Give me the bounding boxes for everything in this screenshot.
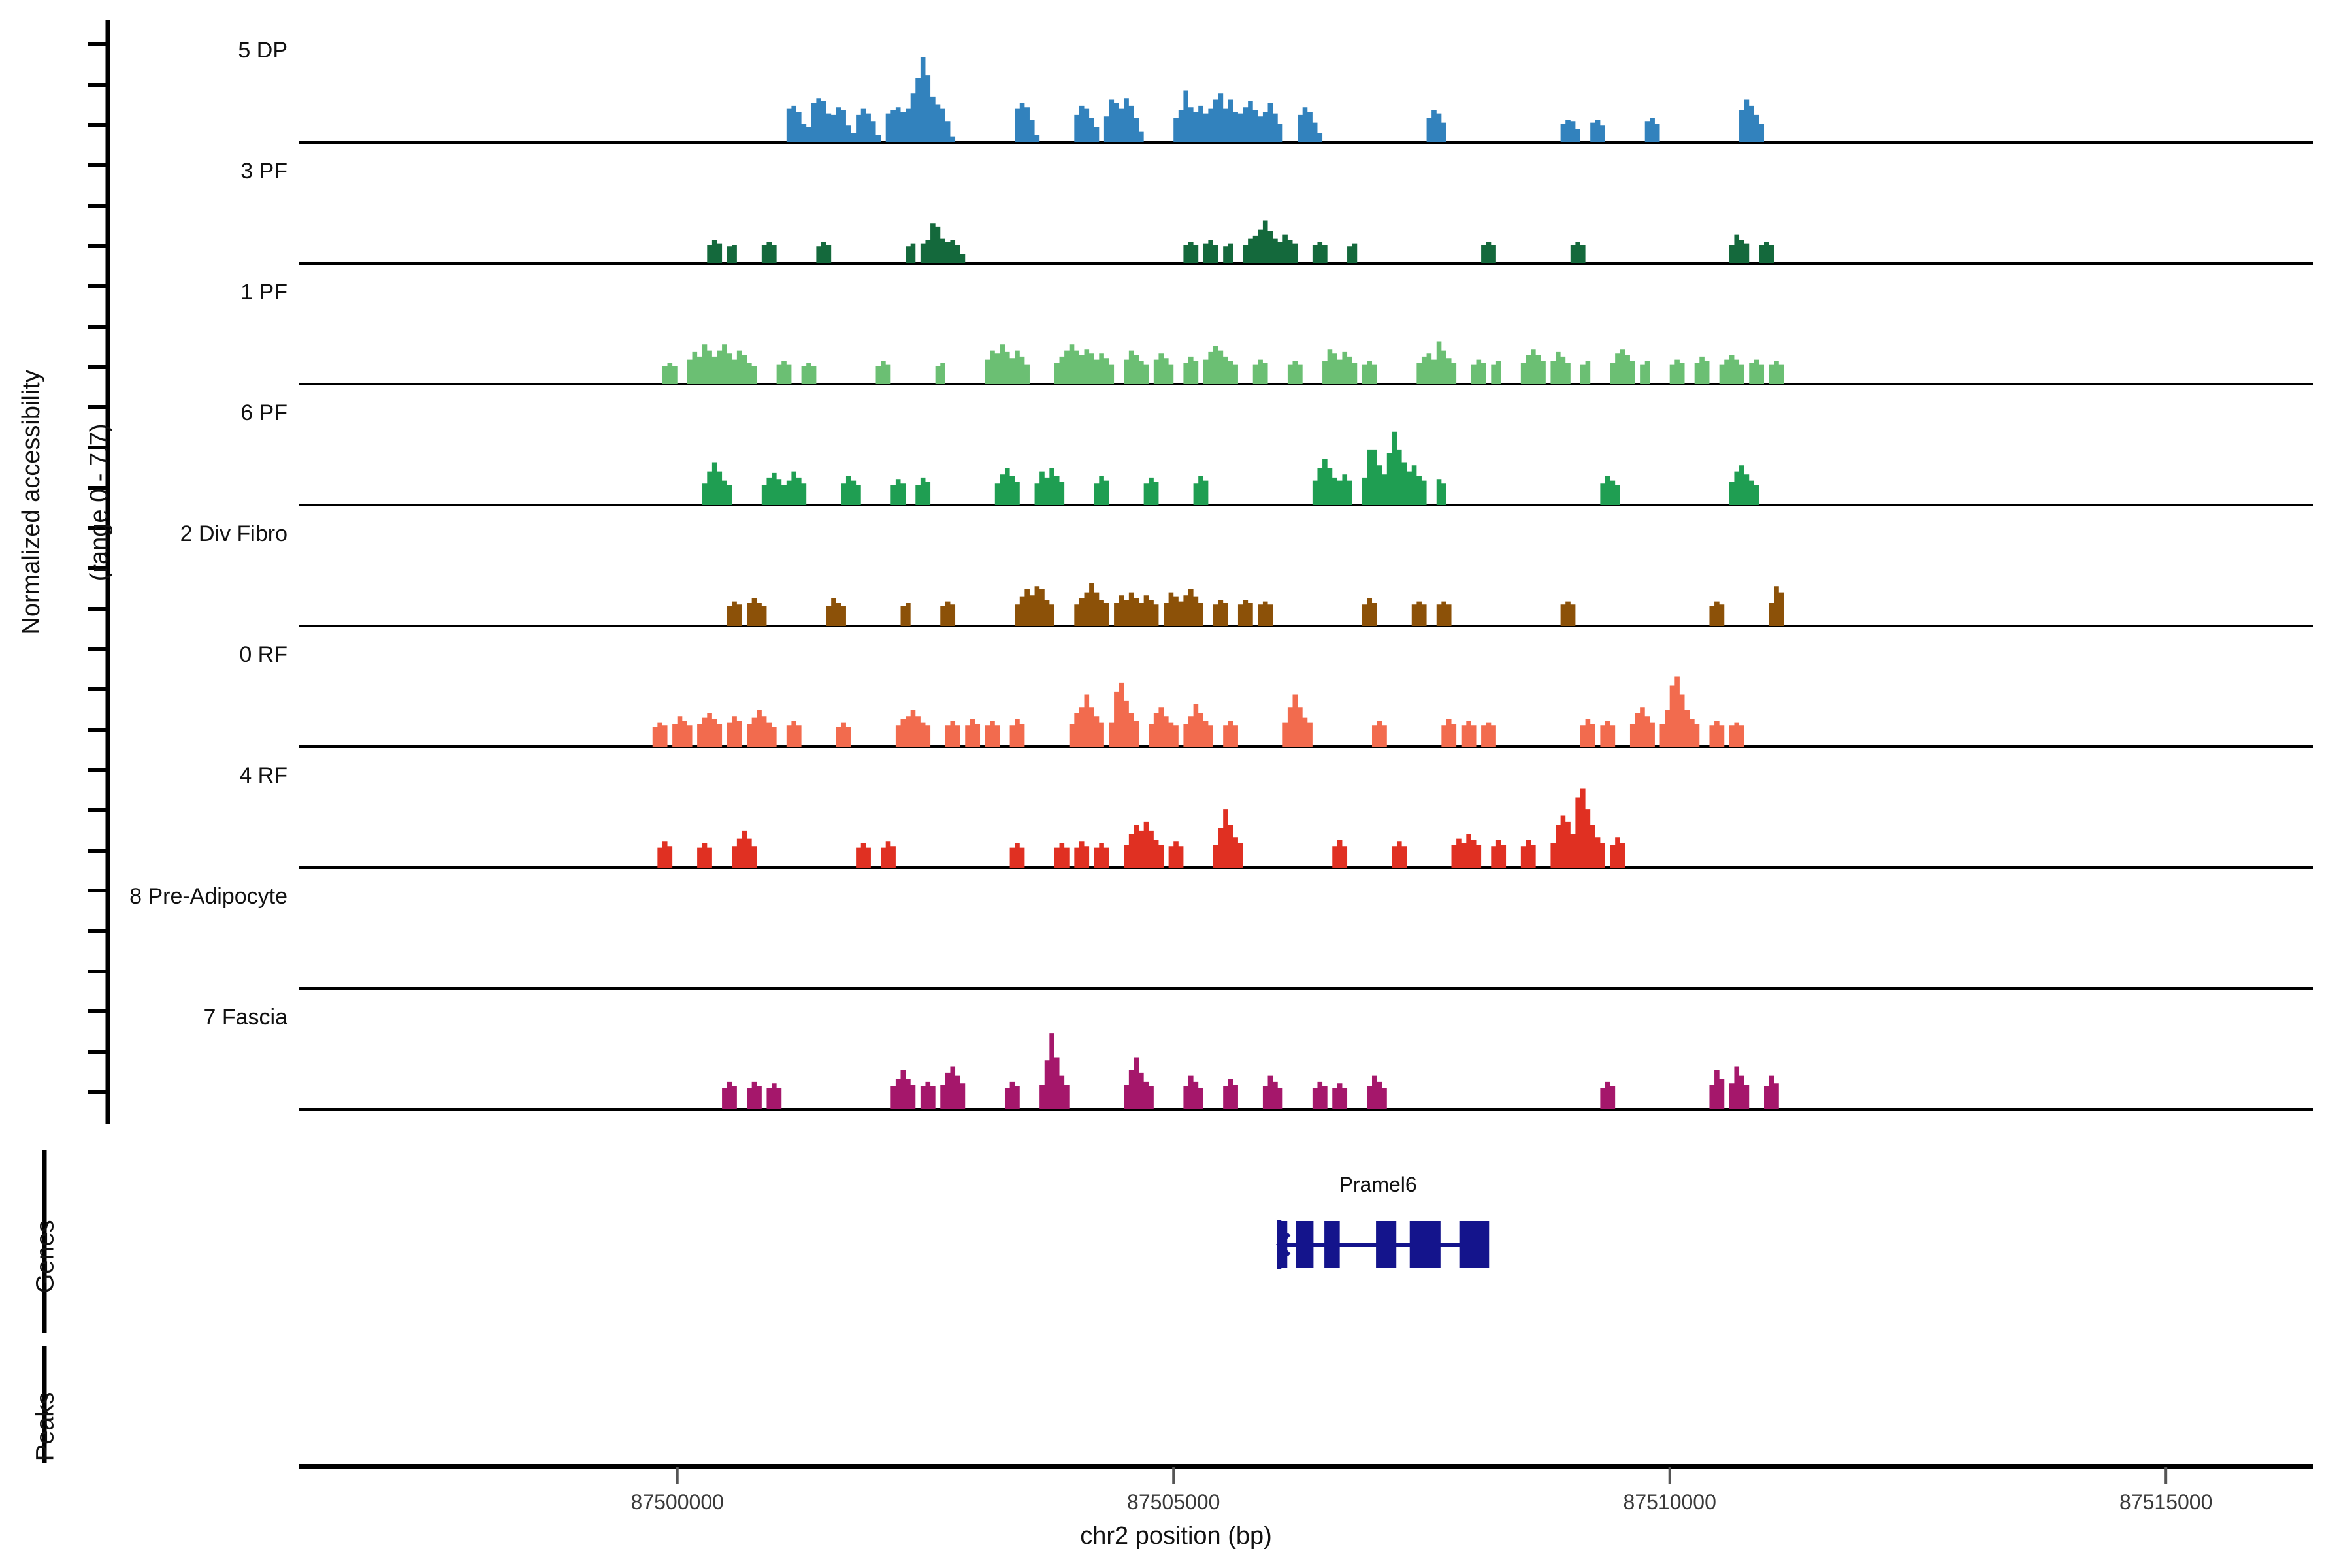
coverage-track xyxy=(299,788,2313,869)
gene-track xyxy=(1275,1220,1490,1269)
coverage-track xyxy=(299,341,2313,385)
track-label: 3 PF xyxy=(240,159,287,184)
track-label: 5 DP xyxy=(238,38,287,63)
coverage-area xyxy=(786,57,1765,142)
track-label: 4 RF xyxy=(239,763,287,788)
genes-section-label: Genes xyxy=(4,1205,88,1336)
track-label: 2 Div Fibro xyxy=(180,521,287,546)
gene-exon[interactable] xyxy=(1324,1221,1340,1268)
coverage-track xyxy=(299,220,2313,265)
gene-exon[interactable] xyxy=(1376,1221,1397,1268)
coverage-track xyxy=(299,57,2313,144)
x-tick-label: 87515000 xyxy=(2119,1490,2213,1514)
coverage-track xyxy=(299,431,2313,506)
track-label: 0 RF xyxy=(239,642,287,667)
gene-name-label: Pramel6 xyxy=(1339,1173,1417,1196)
coverage-track xyxy=(299,676,2313,748)
coverage-area xyxy=(652,676,1744,747)
coverage-area xyxy=(707,220,1774,263)
x-tick-label: 87510000 xyxy=(1623,1490,1716,1514)
coverage-area xyxy=(702,431,1759,505)
gene-exon[interactable] xyxy=(1409,1221,1441,1268)
coverage-area xyxy=(657,788,1625,868)
track-label: 1 PF xyxy=(240,280,287,304)
peaks-label-text: Peaks xyxy=(31,1392,59,1462)
y-axis-title-line1: Normalized accessibility xyxy=(18,370,45,635)
gene-tss-marker xyxy=(1277,1220,1282,1269)
x-axis-title: chr2 position (bp) xyxy=(980,1522,1372,1550)
x-tick-label: 87500000 xyxy=(630,1490,724,1514)
y-axis-title-line2: (range 0 - 7.7) xyxy=(86,423,113,581)
coverage-track xyxy=(299,1033,2313,1111)
coverage-track xyxy=(299,583,2313,627)
gene-exon[interactable] xyxy=(1459,1221,1490,1268)
x-tick-label: 87505000 xyxy=(1127,1490,1220,1514)
gene-exon[interactable] xyxy=(1281,1221,1288,1268)
track-label: 6 PF xyxy=(240,400,287,425)
genes-label-text: Genes xyxy=(31,1220,59,1294)
track-label: 8 Pre-Adipocyte xyxy=(129,884,287,909)
coverage-area xyxy=(722,1033,1779,1109)
track-label: 7 Fascia xyxy=(203,1005,288,1030)
coverage-area xyxy=(727,583,1784,626)
y-axis-title: Normalized accessibility (range 0 - 7.7) xyxy=(0,346,150,686)
gene-exon[interactable] xyxy=(1296,1221,1314,1268)
peaks-section-label: Peaks xyxy=(4,1375,88,1506)
x-axis-title-text: chr2 position (bp) xyxy=(1080,1522,1272,1550)
coverage-area xyxy=(662,341,1784,384)
